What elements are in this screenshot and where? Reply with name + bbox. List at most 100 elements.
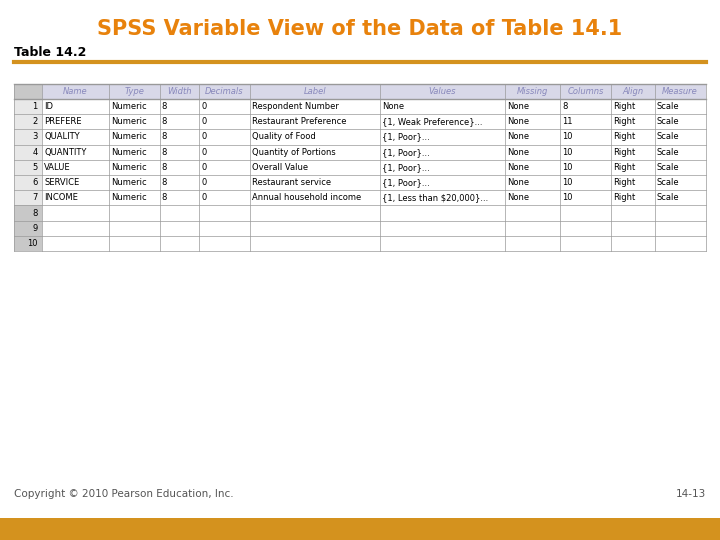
Text: 10: 10 xyxy=(562,178,573,187)
Bar xyxy=(42,175,706,190)
Text: 8: 8 xyxy=(562,102,568,111)
Text: 7: 7 xyxy=(32,193,37,202)
Text: None: None xyxy=(508,163,530,172)
Text: 8: 8 xyxy=(162,178,167,187)
Bar xyxy=(0,518,720,540)
Bar xyxy=(42,130,706,145)
Text: {1, Poor}...: {1, Poor}... xyxy=(382,132,430,141)
Text: Restaurant Preference: Restaurant Preference xyxy=(252,117,347,126)
Text: 0: 0 xyxy=(201,178,207,187)
Bar xyxy=(14,99,42,114)
Text: 8: 8 xyxy=(32,208,37,218)
Text: Right: Right xyxy=(613,102,636,111)
Text: Scale: Scale xyxy=(657,193,680,202)
Text: 10: 10 xyxy=(27,239,37,248)
Text: 10: 10 xyxy=(562,147,573,157)
Bar xyxy=(14,160,42,175)
Text: Scale: Scale xyxy=(657,102,680,111)
Text: Right: Right xyxy=(613,163,636,172)
Bar xyxy=(14,175,42,190)
Text: Numeric: Numeric xyxy=(111,163,146,172)
Text: None: None xyxy=(508,193,530,202)
Bar xyxy=(42,236,706,251)
Text: 8: 8 xyxy=(162,163,167,172)
Text: Right: Right xyxy=(613,178,636,187)
Text: Respondent Number: Respondent Number xyxy=(252,102,339,111)
Text: Restaurant service: Restaurant service xyxy=(252,178,331,187)
Text: {1, Poor}...: {1, Poor}... xyxy=(382,163,430,172)
Text: 0: 0 xyxy=(201,117,207,126)
Bar xyxy=(42,221,706,236)
Text: 5: 5 xyxy=(32,163,37,172)
Text: 8: 8 xyxy=(162,147,167,157)
Bar xyxy=(42,99,706,114)
Text: Missing: Missing xyxy=(517,87,549,96)
Text: 1: 1 xyxy=(32,102,37,111)
Text: Numeric: Numeric xyxy=(111,102,146,111)
Text: Annual household income: Annual household income xyxy=(252,193,361,202)
Text: Overall Value: Overall Value xyxy=(252,163,308,172)
Text: Scale: Scale xyxy=(657,147,680,157)
Text: 14-13: 14-13 xyxy=(675,489,706,499)
Bar xyxy=(42,114,706,130)
Text: 8: 8 xyxy=(162,117,167,126)
Text: 2: 2 xyxy=(32,117,37,126)
Text: None: None xyxy=(508,132,530,141)
Text: Align: Align xyxy=(622,87,644,96)
Text: 0: 0 xyxy=(201,132,207,141)
Bar xyxy=(42,205,706,221)
Text: Numeric: Numeric xyxy=(111,132,146,141)
Text: Quality of Food: Quality of Food xyxy=(252,132,316,141)
Text: PREFERE: PREFERE xyxy=(44,117,81,126)
Text: 8: 8 xyxy=(162,102,167,111)
Text: QUALITY: QUALITY xyxy=(44,132,80,141)
Text: 11: 11 xyxy=(562,117,573,126)
Bar xyxy=(42,145,706,160)
Text: Right: Right xyxy=(613,132,636,141)
Text: 10: 10 xyxy=(562,193,573,202)
Bar xyxy=(42,160,706,175)
Text: {1, Weak Preference}...: {1, Weak Preference}... xyxy=(382,117,482,126)
Text: Quantity of Portions: Quantity of Portions xyxy=(252,147,336,157)
Text: {1, Poor}...: {1, Poor}... xyxy=(382,147,430,157)
Text: Numeric: Numeric xyxy=(111,147,146,157)
Text: Columns: Columns xyxy=(567,87,604,96)
Text: None: None xyxy=(508,117,530,126)
Text: Table 14.2: Table 14.2 xyxy=(14,46,87,59)
Text: 10: 10 xyxy=(562,163,573,172)
Text: None: None xyxy=(508,102,530,111)
Text: Right: Right xyxy=(613,193,636,202)
Text: 10: 10 xyxy=(562,132,573,141)
Text: 3: 3 xyxy=(32,132,37,141)
Text: Label: Label xyxy=(304,87,326,96)
Bar xyxy=(14,84,42,99)
Text: SPSS Variable View of the Data of Table 14.1: SPSS Variable View of the Data of Table … xyxy=(97,19,623,39)
Bar xyxy=(42,190,706,205)
Text: Numeric: Numeric xyxy=(111,117,146,126)
Text: Numeric: Numeric xyxy=(111,178,146,187)
Text: None: None xyxy=(508,147,530,157)
Bar xyxy=(42,84,706,99)
Bar xyxy=(14,130,42,145)
Bar xyxy=(14,145,42,160)
Text: Name: Name xyxy=(63,87,88,96)
Text: Copyright © 2010 Pearson Education, Inc.: Copyright © 2010 Pearson Education, Inc. xyxy=(14,489,234,499)
Text: Right: Right xyxy=(613,117,636,126)
Bar xyxy=(14,205,42,221)
Text: 0: 0 xyxy=(201,147,207,157)
Bar xyxy=(14,236,42,251)
Text: SERVICE: SERVICE xyxy=(44,178,79,187)
Text: 8: 8 xyxy=(162,193,167,202)
Bar xyxy=(14,114,42,130)
Text: Scale: Scale xyxy=(657,132,680,141)
Text: Scale: Scale xyxy=(657,163,680,172)
Text: Width: Width xyxy=(167,87,192,96)
Bar xyxy=(14,221,42,236)
Text: 0: 0 xyxy=(201,102,207,111)
Text: 6: 6 xyxy=(32,178,37,187)
Text: ID: ID xyxy=(44,102,53,111)
Text: Type: Type xyxy=(125,87,144,96)
Text: None: None xyxy=(508,178,530,187)
Text: 0: 0 xyxy=(201,163,207,172)
Text: VALUE: VALUE xyxy=(44,163,71,172)
